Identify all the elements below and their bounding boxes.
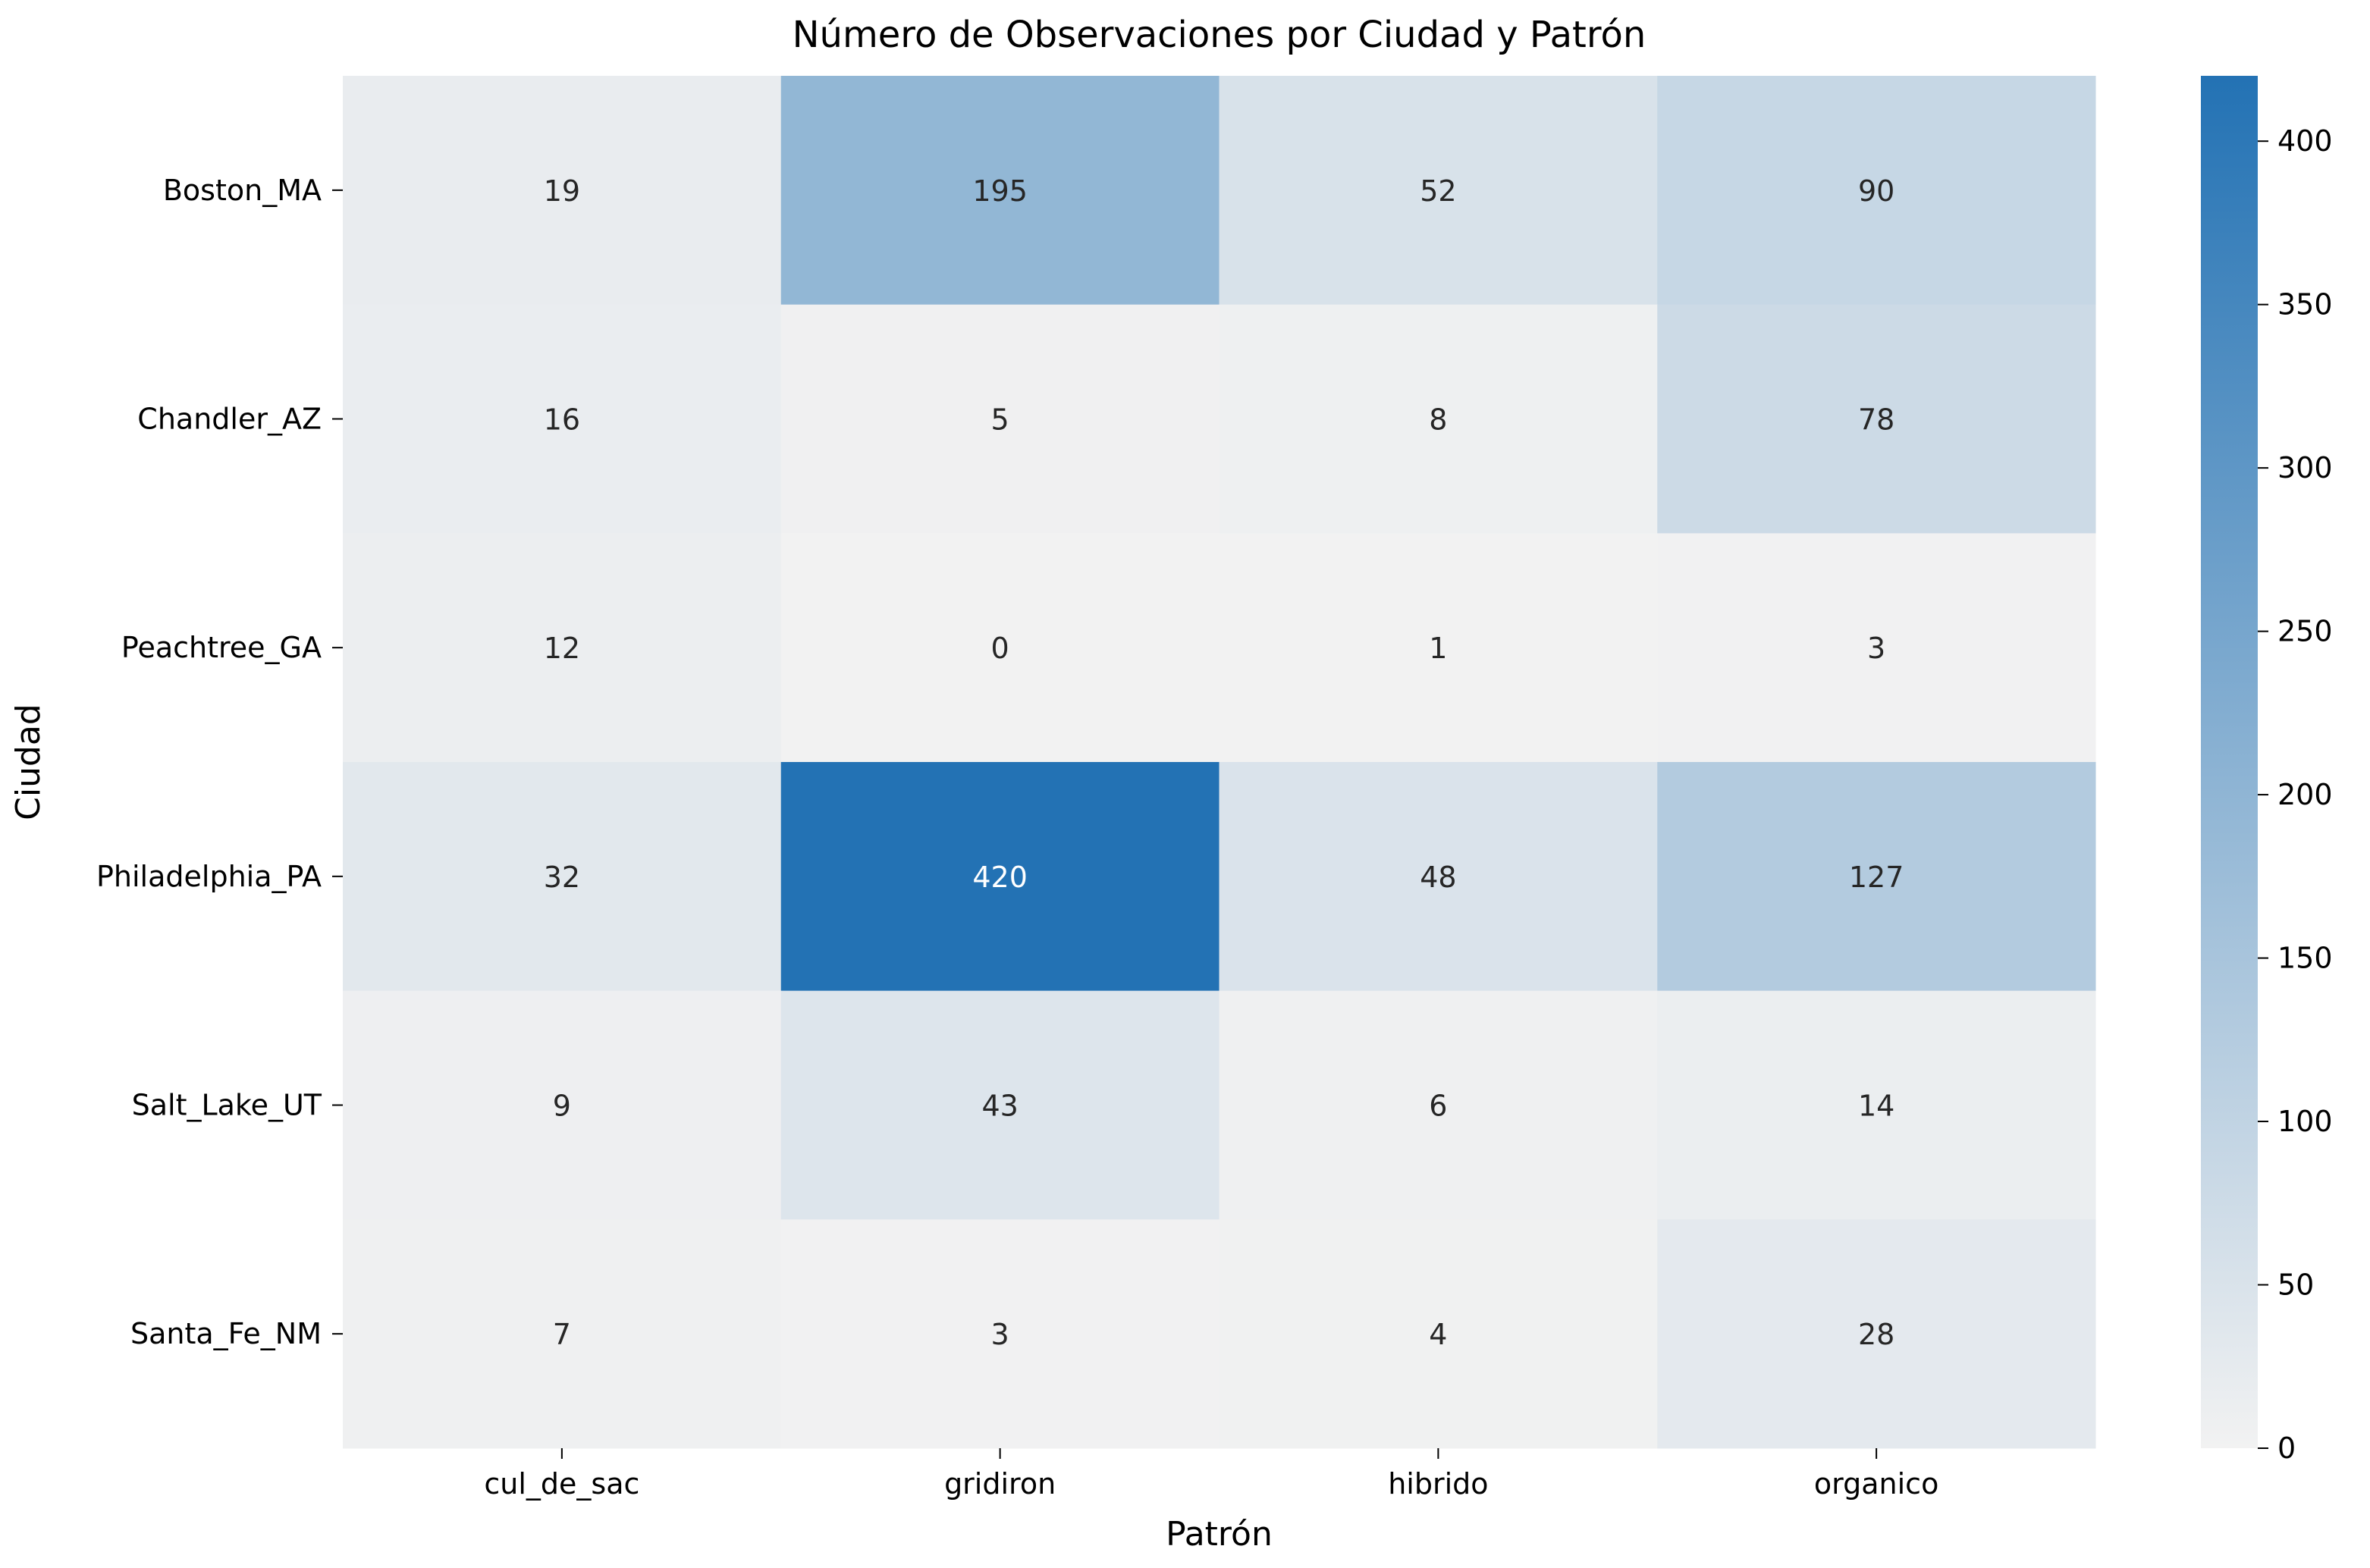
cell-value-label: 127: [1849, 861, 1904, 894]
cell-value-label: 3: [991, 1318, 1009, 1351]
cell-value-label: 3: [1867, 632, 1885, 665]
heatmap-cell: [1657, 990, 2096, 1220]
heatmap-cell: [1219, 76, 1658, 306]
x-axis: cul_de_sac gridiron hibrido organico: [484, 1448, 1938, 1501]
heatmap-cell: [1657, 762, 2096, 992]
heatmap-cell: [780, 1219, 1220, 1449]
heatmap-cell: [343, 76, 782, 306]
colorbar-tick-label: 50: [2277, 1269, 2314, 1302]
chart-title: Número de Observaciones por Ciudad y Pat…: [793, 14, 1646, 56]
cell-value-label: 420: [972, 861, 1028, 894]
colorbar: 0 50 100 150 200 250 300 350 400: [2201, 76, 2333, 1465]
cell-value-label: 32: [544, 861, 580, 894]
cell-value-label: 1: [1429, 632, 1447, 665]
cell-value-label: 48: [1420, 861, 1456, 894]
colorbar-tick-label: 0: [2277, 1432, 2296, 1465]
colorbar-tick-label: 400: [2277, 124, 2333, 158]
heatmap-cell: [1219, 762, 1658, 992]
heatmap-cell: [343, 762, 782, 992]
cell-value-label: 0: [991, 632, 1009, 665]
heatmap-cell: [1657, 304, 2096, 534]
heatmap-cell: [780, 533, 1220, 763]
cell-value-label: 90: [1858, 174, 1894, 208]
cell-value-label: 195: [972, 174, 1028, 208]
y-tick-label: Santa_Fe_NM: [130, 1317, 322, 1350]
colorbar-tick-label: 200: [2277, 778, 2333, 811]
x-tick-label: organico: [1814, 1467, 1938, 1501]
y-axis: Boston_MA Chandler_AZ Peachtree_GA Philadel…: [96, 174, 343, 1350]
colorbar-tick-label: 350: [2277, 288, 2333, 321]
y-tick-label: Boston_MA: [163, 174, 322, 207]
cell-value-label: 14: [1858, 1090, 1894, 1123]
heatmap-cell: [1219, 533, 1658, 763]
cell-value-label: 12: [544, 632, 580, 665]
x-tick-label: cul_de_sac: [484, 1467, 639, 1501]
y-tick-label: Peachtree_GA: [121, 631, 322, 664]
x-tick-label: gridiron: [944, 1467, 1056, 1501]
heatmap-cell: [780, 76, 1220, 306]
cell-value-label: 43: [981, 1090, 1018, 1123]
heatmap-cell: [780, 762, 1220, 992]
cell-value-label: 19: [544, 174, 580, 208]
heatmap-cells: 19 195 52 90 16 5 8 78 12 0 1 3 32 420 48 127 9 43 6 14 7 3 4 2…: [343, 76, 2096, 1449]
y-tick-label: Philadelphia_PA: [96, 860, 322, 893]
y-axis-title: Ciudad: [9, 704, 48, 820]
heatmap-cell: [343, 304, 782, 534]
colorbar-tick-label: 100: [2277, 1105, 2333, 1138]
x-axis-title: Patrón: [1166, 1515, 1273, 1554]
cell-value-label: 8: [1429, 403, 1447, 437]
cell-value-label: 28: [1858, 1318, 1894, 1351]
cell-value-label: 52: [1420, 174, 1456, 208]
cell-value-label: 7: [553, 1318, 571, 1351]
x-tick-label: hibrido: [1388, 1467, 1488, 1501]
cell-value-label: 9: [553, 1090, 571, 1123]
heatmap-cell: [1657, 533, 2096, 763]
colorbar-tick-label: 150: [2277, 942, 2333, 975]
y-tick-label: Chandler_AZ: [137, 403, 322, 436]
cell-value-label: 78: [1858, 403, 1894, 437]
heatmap-cell: [1219, 304, 1658, 534]
heatmap-cell: [343, 1219, 782, 1449]
colorbar-gradient: [2201, 76, 2258, 1448]
heatmap-cell: [1219, 990, 1658, 1220]
colorbar-tick-label: 250: [2277, 615, 2333, 648]
colorbar-tick-label: 300: [2277, 451, 2333, 485]
cell-value-label: 4: [1429, 1318, 1447, 1351]
heatmap-cell: [780, 990, 1220, 1220]
cell-value-label: 6: [1429, 1090, 1447, 1123]
y-tick-label: Salt_Lake_UT: [132, 1089, 322, 1122]
heatmap-cell: [343, 990, 782, 1220]
cell-value-label: 5: [991, 403, 1009, 437]
cell-value-label: 16: [544, 403, 580, 437]
heatmap-cell: [343, 533, 782, 763]
heatmap-cell: [1657, 1219, 2096, 1449]
heatmap-cell: [1657, 76, 2096, 306]
heatmap-cell: [780, 304, 1220, 534]
heatmap-cell: [1219, 1219, 1658, 1449]
